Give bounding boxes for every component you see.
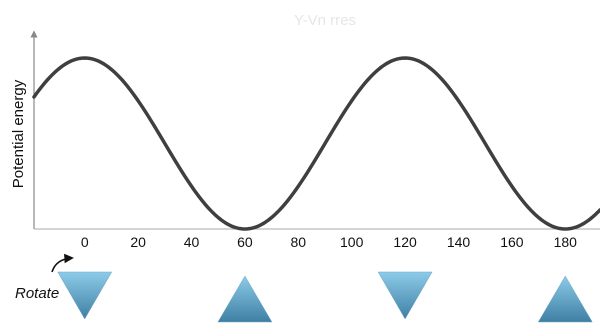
- x-tick-label: 40: [184, 234, 200, 250]
- energy-curve: [32, 56, 600, 231]
- rotate-arrow-icon: [51, 253, 74, 273]
- x-tick-label: 180: [554, 234, 578, 250]
- x-tick-label: 160: [500, 234, 524, 250]
- conformer-triangle-down: [377, 271, 433, 320]
- faint-title: Y-Vn rres: [294, 12, 356, 29]
- x-tick-label: 0: [81, 234, 89, 250]
- x-tick-label: 120: [393, 234, 417, 250]
- rotate-label: Rotate: [15, 285, 59, 302]
- x-tick-label: 140: [447, 234, 471, 250]
- x-tick-labels: 0 20 40 60 80 100 120 140 160 180: [81, 234, 577, 250]
- conformer-triangle-up: [537, 275, 593, 323]
- conformer-triangles: [57, 271, 593, 323]
- conformer-triangle-up: [217, 275, 273, 323]
- y-axis-label: Potential energy: [10, 79, 27, 188]
- conformer-triangle-down: [57, 271, 113, 320]
- x-tick-label: 60: [237, 234, 253, 250]
- x-tick-label: 20: [130, 234, 146, 250]
- x-tick-label: 100: [340, 234, 364, 250]
- x-tick-label: 80: [291, 234, 307, 250]
